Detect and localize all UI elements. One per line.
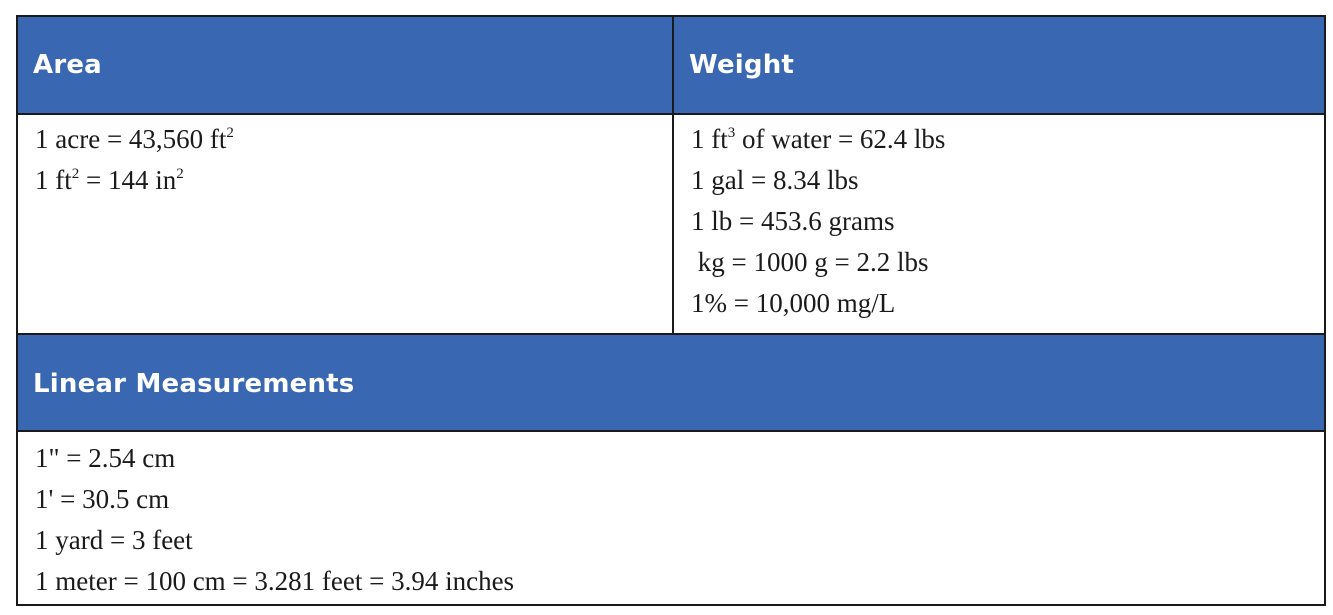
weight-line: 1 ft3 of water = 62.4 lbs	[691, 124, 946, 154]
header-row-area-weight: Area Weight	[18, 17, 1324, 113]
weight-values: 1 ft3 of water = 62.4 lbs 1 gal = 8.34 l…	[672, 115, 1324, 335]
weight-line: 1% = 10,000 mg/L	[691, 288, 896, 318]
linear-line: 1' = 30.5 cm	[35, 484, 170, 514]
area-title: Area	[33, 50, 102, 80]
body-row-area-weight: 1 acre = 43,560 ft2 1 ft2 = 144 in2 1 ft…	[18, 113, 1324, 335]
header-row-linear: Linear Measurements	[18, 333, 1324, 432]
weight-title: Weight	[689, 50, 795, 80]
linear-header: Linear Measurements	[18, 335, 1324, 432]
weight-line: kg = 1000 g = 2.2 lbs	[691, 247, 929, 277]
area-line: 1 ft2 = 144 in2	[35, 165, 184, 195]
area-line: 1 acre = 43,560 ft2	[35, 124, 234, 154]
linear-line: 1 yard = 3 feet	[35, 525, 193, 555]
linear-title: Linear Measurements	[33, 368, 355, 399]
weight-header: Weight	[672, 17, 1324, 113]
area-values: 1 acre = 43,560 ft2 1 ft2 = 144 in2	[18, 115, 672, 335]
body-row-linear: 1" = 2.54 cm 1' = 30.5 cm 1 yard = 3 fee…	[18, 430, 1324, 606]
weight-line: 1 lb = 453.6 grams	[691, 206, 895, 236]
linear-values: 1" = 2.54 cm 1' = 30.5 cm 1 yard = 3 fee…	[18, 432, 1324, 606]
conversion-table: Area Weight 1 acre = 43,560 ft2 1 ft2 = …	[16, 15, 1326, 606]
linear-line: 1" = 2.54 cm	[35, 443, 176, 473]
area-header: Area	[18, 17, 672, 113]
weight-line: 1 gal = 8.34 lbs	[691, 165, 859, 195]
linear-line: 1 meter = 100 cm = 3.281 feet = 3.94 inc…	[35, 566, 515, 596]
